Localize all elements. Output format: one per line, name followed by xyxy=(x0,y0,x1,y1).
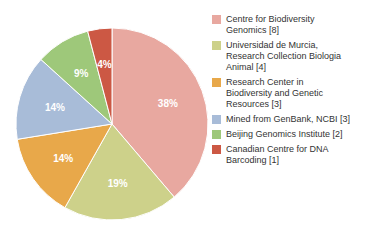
html-text:Research Center in Biodiversit: Research Center in Biodiversity and Gene… xyxy=(226,77,324,109)
svg-text:14%: 14% xyxy=(45,102,65,113)
html-text:Canadian Centre for DNA Barcod: Canadian Centre for DNA Barcoding [1] xyxy=(226,144,329,165)
html-text:Centre for Biodiversity Genomi: Centre for Biodiversity Genomics [8] xyxy=(226,14,315,35)
svg-text:9%: 9% xyxy=(74,68,89,79)
html-text:Mined from GenBank, NCBI [3]: Mined from GenBank, NCBI [3] xyxy=(226,114,351,124)
svg-text:4%: 4% xyxy=(97,59,112,70)
html-text:Universidad de Murcia, Researc: Universidad de Murcia, Research Collecti… xyxy=(226,40,342,72)
svg-text:38%: 38% xyxy=(158,98,178,109)
svg-text:14%: 14% xyxy=(53,153,73,164)
svg-text:19%: 19% xyxy=(108,178,128,189)
html-text:Beijing Genomics Institute [2]: Beijing Genomics Institute [2] xyxy=(226,129,343,139)
